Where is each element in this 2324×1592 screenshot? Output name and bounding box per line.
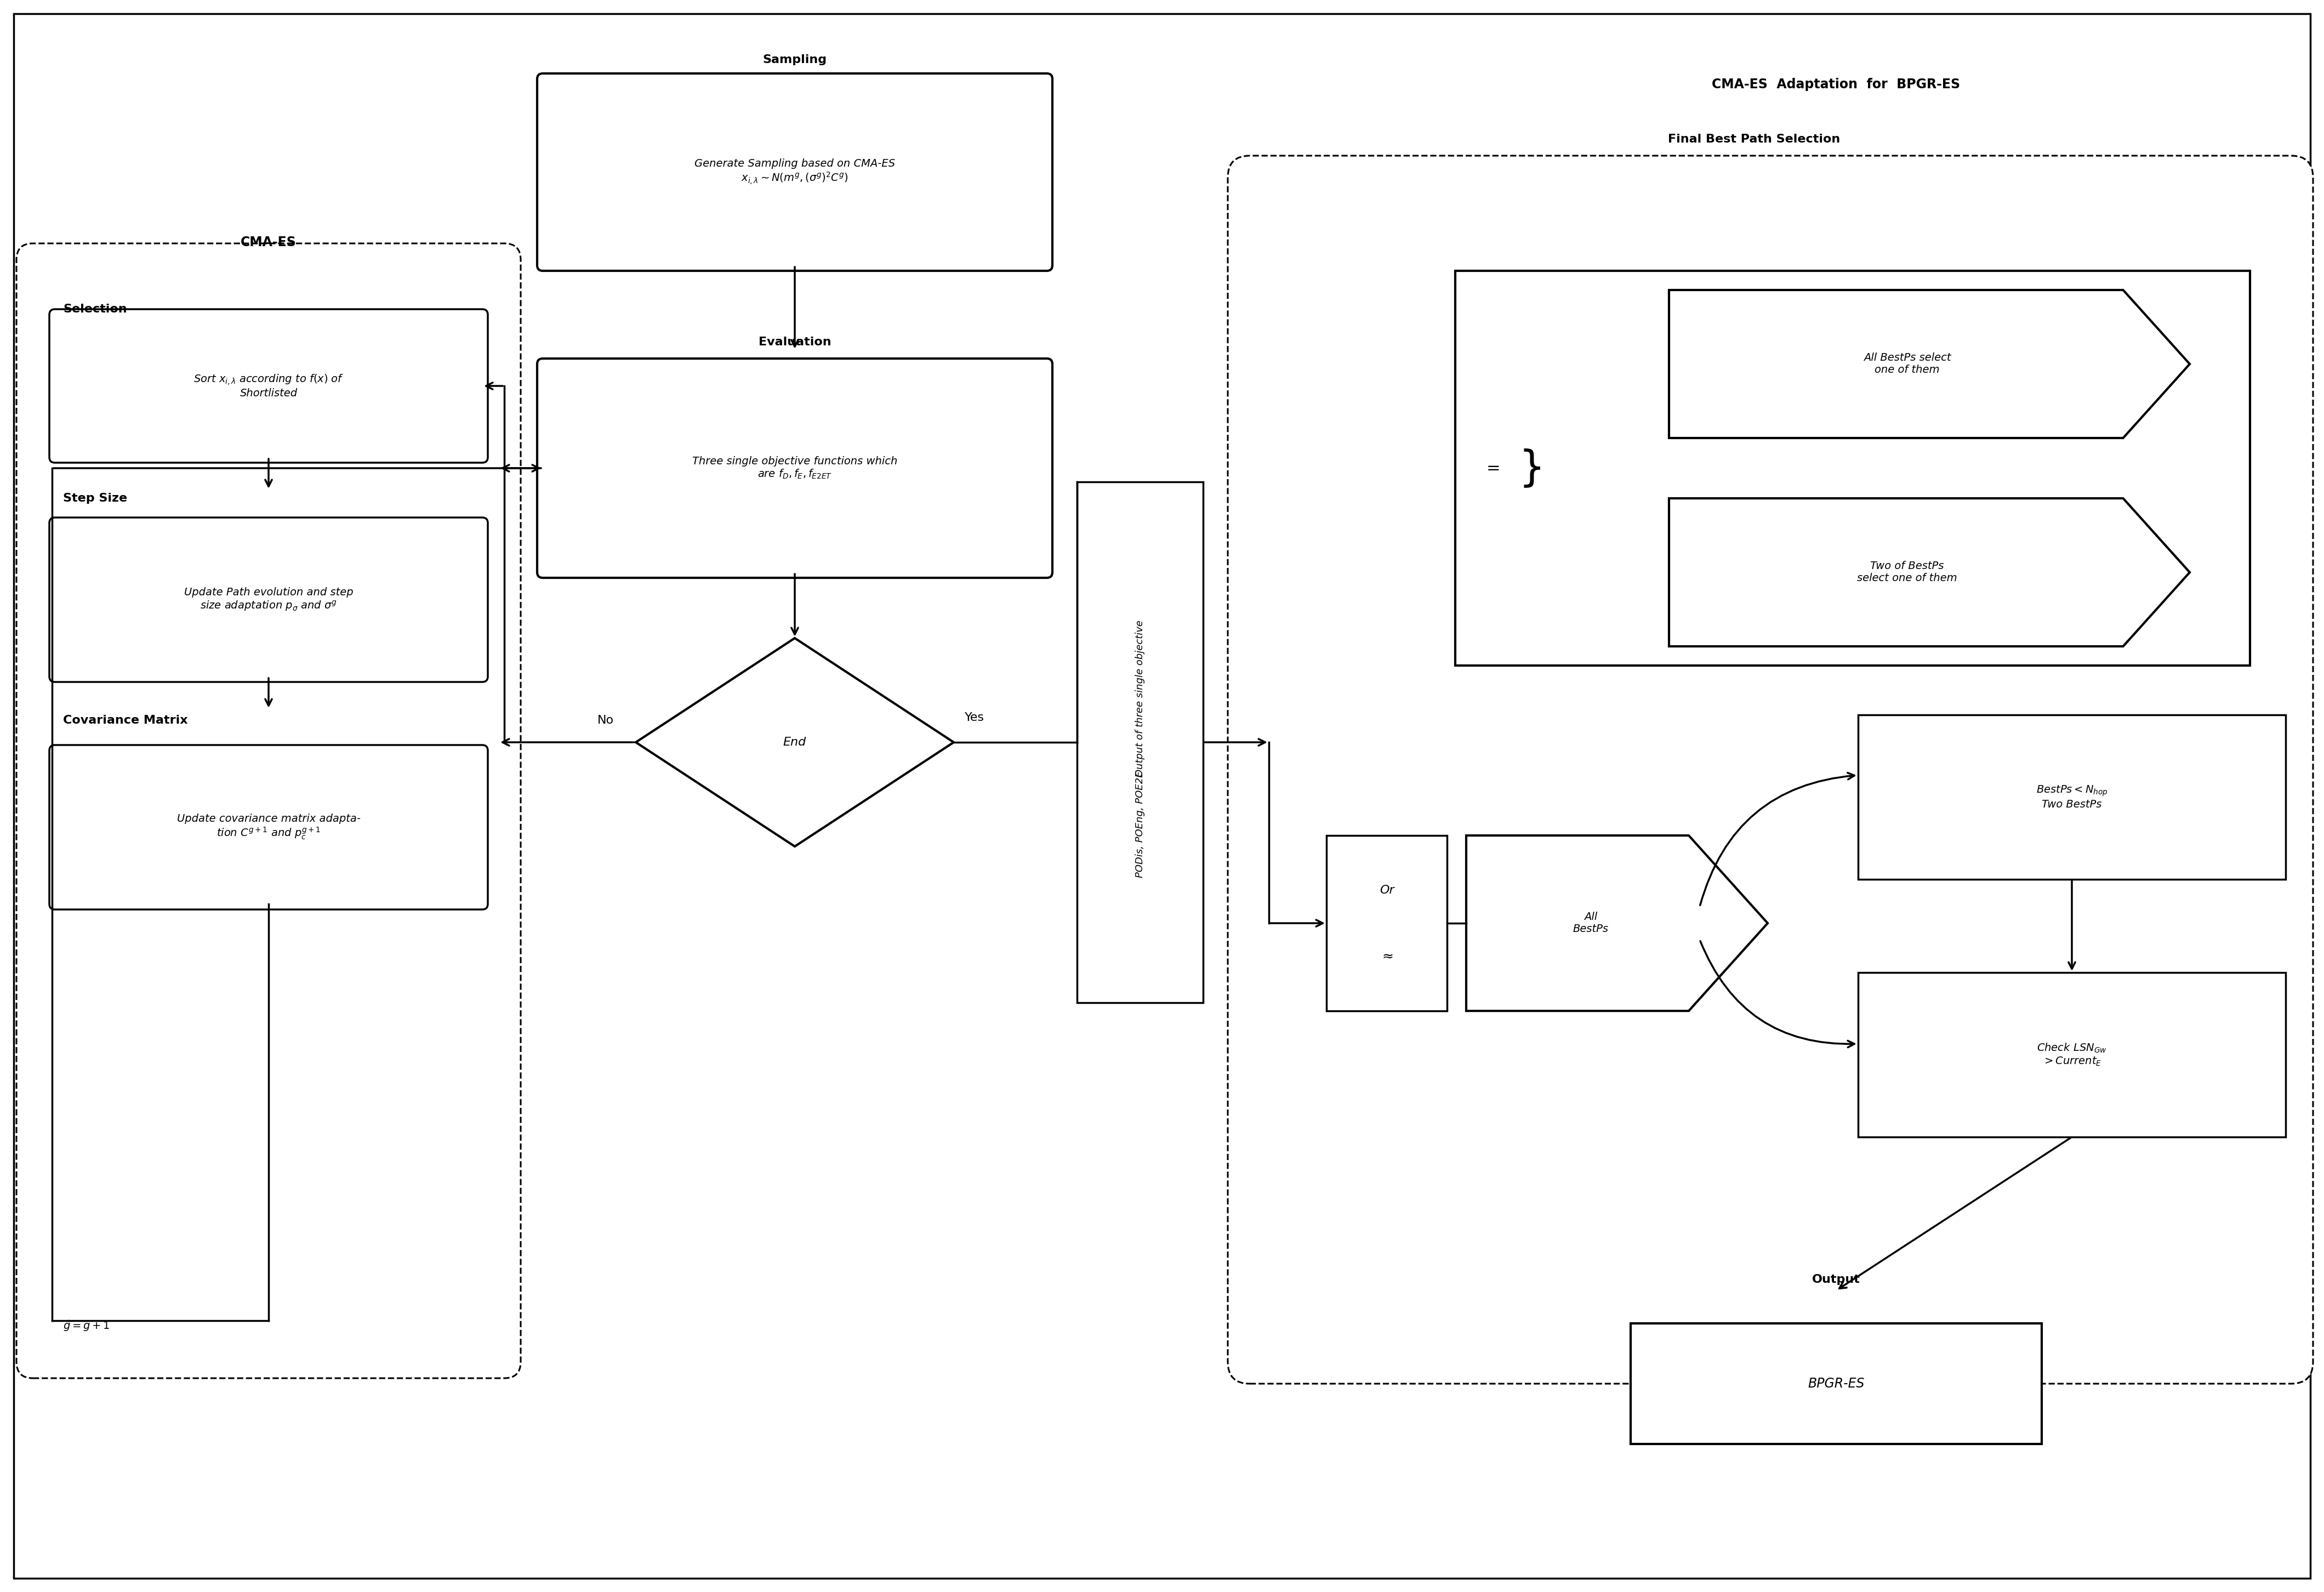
- Text: $g = g + 1$: $g = g + 1$: [63, 1320, 109, 1333]
- Bar: [1859, 973, 2284, 1137]
- FancyBboxPatch shape: [537, 73, 1053, 271]
- Bar: [1631, 1323, 2043, 1444]
- Text: All BestPs select
one of them: All BestPs select one of them: [1864, 353, 1950, 376]
- Text: CMA-ES  Adaptation  for  BPGR-ES: CMA-ES Adaptation for BPGR-ES: [1713, 78, 1961, 91]
- Text: Final Best Path Selection: Final Best Path Selection: [1669, 134, 1841, 145]
- Text: No: No: [597, 715, 614, 726]
- Text: All
BestPs: All BestPs: [1573, 912, 1608, 935]
- Text: Sort $x_{i,\lambda}$ according to $f(x)$ of
Shortlisted: Sort $x_{i,\lambda}$ according to $f(x)$…: [193, 373, 344, 398]
- Bar: [1455, 271, 2250, 665]
- Text: Sampling: Sampling: [762, 54, 827, 65]
- Text: }: }: [1518, 447, 1545, 489]
- FancyBboxPatch shape: [16, 244, 521, 1379]
- Text: $\approx$: $\approx$: [1380, 949, 1394, 963]
- Polygon shape: [1669, 290, 2189, 438]
- Text: Check $LSN_{Gw}$
$> Current_E$: Check $LSN_{Gw}$ $> Current_E$: [2036, 1041, 2108, 1068]
- Text: BPGR-ES: BPGR-ES: [1808, 1377, 1864, 1390]
- FancyBboxPatch shape: [49, 517, 488, 681]
- Bar: [1859, 715, 2284, 879]
- Text: CMA-ES: CMA-ES: [242, 236, 297, 248]
- Polygon shape: [1466, 836, 1769, 1011]
- Polygon shape: [1669, 498, 2189, 646]
- Text: Output: Output: [1813, 1274, 1859, 1285]
- Text: Step Size: Step Size: [63, 494, 128, 503]
- FancyBboxPatch shape: [537, 358, 1053, 578]
- Text: Update Path evolution and step
size adaptation $p_\sigma$ and $\sigma^g$: Update Path evolution and step size adap…: [184, 587, 353, 613]
- Bar: [1327, 836, 1448, 1011]
- FancyBboxPatch shape: [1227, 156, 2312, 1383]
- Text: Three single objective functions which
are $f_D, f_E, f_{E2ET}$: Three single objective functions which a…: [693, 455, 897, 481]
- Text: Update covariance matrix adapta-
tion $C^{g+1}$ and $p_c^{g+1}$: Update covariance matrix adapta- tion $C…: [177, 814, 360, 841]
- Text: Generate Sampling based on CMA-ES
$x_{i,\lambda} \sim N(m^g,(\sigma^g)^2C^g)$: Generate Sampling based on CMA-ES $x_{i,…: [695, 158, 895, 186]
- FancyBboxPatch shape: [49, 309, 488, 463]
- Text: =: =: [1487, 460, 1501, 476]
- Text: Selection: Selection: [63, 304, 128, 315]
- Text: Evaluation: Evaluation: [758, 336, 832, 347]
- Bar: [1076, 482, 1204, 1003]
- Text: End: End: [783, 737, 806, 748]
- FancyBboxPatch shape: [49, 745, 488, 909]
- Text: $BestPs < N_{hop}$
Two BestPs: $BestPs < N_{hop}$ Two BestPs: [2036, 785, 2108, 810]
- Text: Two of BestPs
select one of them: Two of BestPs select one of them: [1857, 560, 1957, 584]
- Text: Or: Or: [1380, 885, 1394, 896]
- Text: Covariance Matrix: Covariance Matrix: [63, 715, 188, 726]
- Text: Output of three single objective: Output of three single objective: [1134, 619, 1146, 777]
- Text: Yes: Yes: [964, 712, 985, 723]
- Text: PODis, POEng, POE2E: PODis, POEng, POE2E: [1134, 771, 1146, 877]
- Polygon shape: [637, 638, 953, 847]
